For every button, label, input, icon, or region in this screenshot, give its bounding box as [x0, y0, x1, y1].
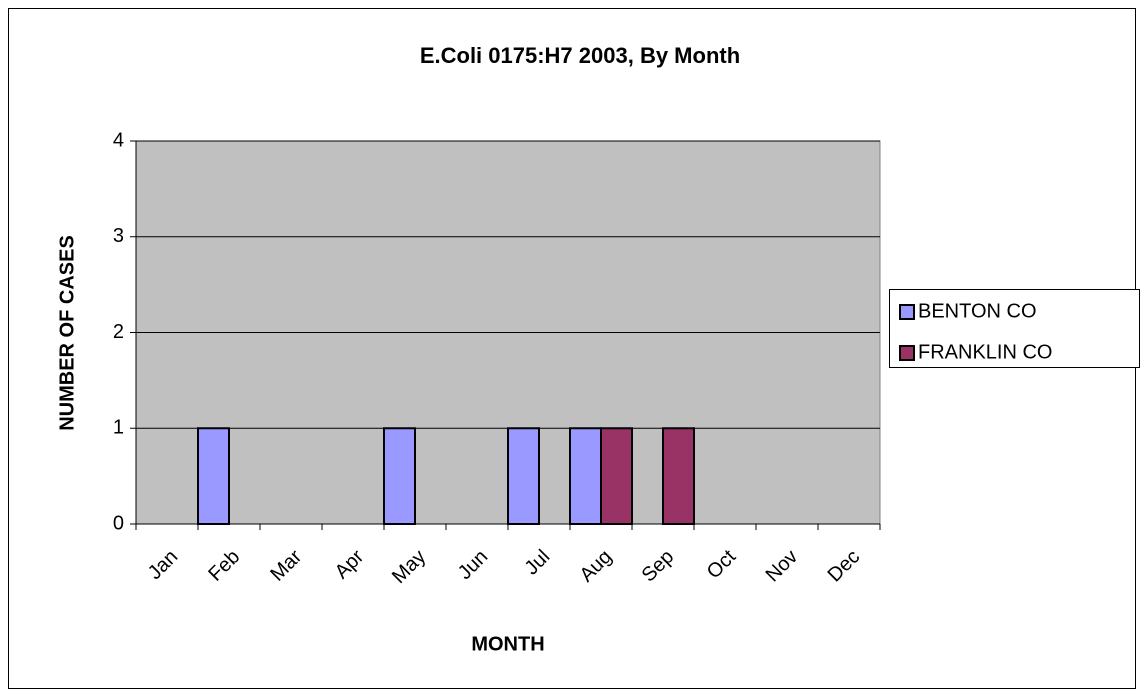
bar [662, 427, 695, 525]
y-tick-label: 2 [113, 321, 124, 343]
y-tick-label: 0 [113, 512, 124, 534]
bar [569, 427, 602, 525]
legend-swatch [899, 345, 915, 361]
y-tick-label: 1 [113, 417, 124, 439]
x-axis-title: MONTH [471, 633, 544, 655]
bar [383, 427, 416, 525]
bar [197, 427, 230, 525]
bar [507, 427, 540, 525]
legend-label: FRANKLIN CO [918, 341, 1052, 363]
bar [600, 427, 633, 525]
legend-label: BENTON CO [918, 300, 1037, 322]
y-axis-title: NUMBER OF CASES [56, 235, 78, 431]
legend-swatch [899, 304, 915, 320]
legend [889, 289, 1140, 368]
y-tick-label: 4 [113, 129, 124, 151]
y-tick-label: 3 [113, 225, 124, 247]
chart-title: E.Coli 0175:H7 2003, By Month [420, 43, 740, 68]
